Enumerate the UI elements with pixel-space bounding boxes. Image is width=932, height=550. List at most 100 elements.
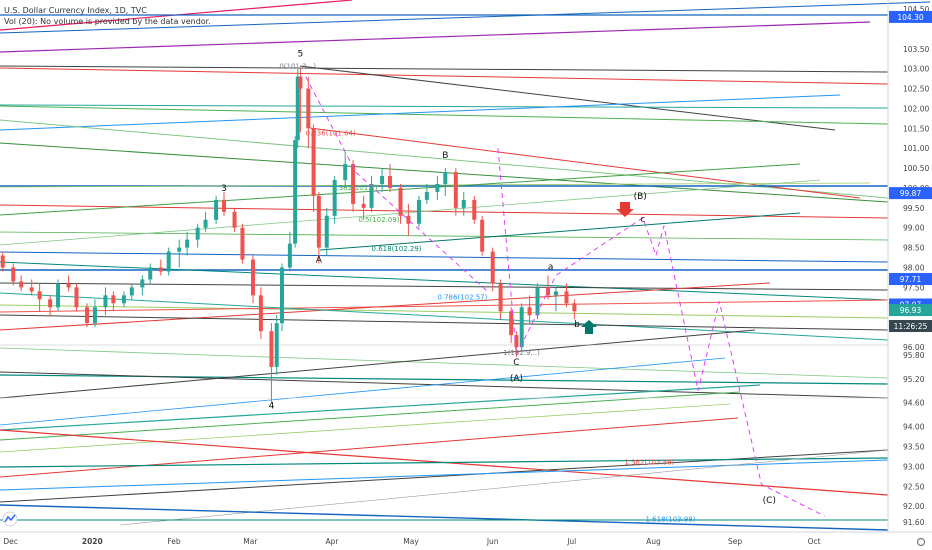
trendline-35 (0, 391, 741, 441)
trendline-6 (299, 65, 836, 131)
trendline-43 (0, 504, 889, 531)
price-tick-label: 102.00 (903, 104, 929, 113)
candle-body-22 (195, 227, 200, 240)
time-tick-label: Feb (167, 537, 181, 546)
candle-body-15 (129, 287, 134, 296)
time-tick-label: Apr (326, 537, 340, 546)
candle-body-56 (472, 199, 477, 220)
settings-icon[interactable] (916, 537, 926, 547)
candle-body-66 (553, 291, 558, 296)
price-tag-green (889, 304, 932, 317)
price-tick-label: 98.00 (903, 264, 925, 273)
price-tick-label: 99.00 (903, 224, 925, 233)
candle-body-17 (148, 267, 153, 280)
price-tick-label: 93.50 (903, 442, 925, 451)
candle-body-42 (343, 164, 348, 180)
candle-body-45 (369, 183, 374, 208)
candle-body-41 (332, 180, 337, 216)
trendline-4 (0, 67, 889, 85)
trendline-41 (0, 459, 889, 491)
time-tick-label: Jul (566, 537, 576, 546)
price-tick-label: 101.50 (903, 124, 929, 133)
candle-body-2 (11, 267, 16, 282)
candle-body-20 (177, 247, 182, 252)
candle-body-64 (535, 287, 540, 316)
candle-body-65 (546, 287, 551, 296)
candle-body-44 (361, 203, 366, 208)
candle-body-47 (387, 176, 392, 188)
price-tick-label: 94.60 (903, 399, 925, 408)
time-tick-label: Aug (646, 537, 661, 546)
fib-label: 0.786(102.57) (437, 293, 487, 301)
candlestick-series (0, 68, 577, 403)
candle-body-10 (85, 307, 90, 324)
time-tick-label: Oct (808, 537, 821, 546)
candle-body-59 (498, 283, 503, 312)
candle-body-55 (461, 199, 466, 208)
candle-body-26 (232, 211, 237, 228)
candle-body-27 (240, 227, 245, 260)
candle-body-24 (214, 199, 219, 220)
candle-body-11 (92, 307, 97, 324)
candle-body-9 (74, 287, 79, 308)
fib-label: 1.618(103.98) (646, 515, 696, 523)
candle-body-6 (48, 299, 53, 308)
price-tick-label: 92.00 (903, 502, 925, 511)
fib-label: 0.382(101.1) (332, 184, 378, 192)
price-tag-label: 104.30 (897, 13, 923, 22)
price-tick-label: 98.50 (903, 244, 925, 253)
candle-body-39 (316, 195, 321, 248)
candle-body-8 (66, 283, 71, 288)
candle-body-63 (527, 307, 532, 316)
trendline-7 (0, 104, 889, 109)
time-axis[interactable]: Dec 2020 Feb Mar Apr May Jun Jul Aug Sep Oct (3, 537, 820, 546)
trendline-14 (0, 182, 871, 188)
price-tag-blue (889, 10, 932, 23)
candle-body-4 (29, 287, 34, 292)
candle-body-31 (274, 323, 279, 367)
candle-body-58 (490, 251, 495, 284)
trendline-29 (0, 347, 889, 379)
candle-body-23 (203, 219, 208, 228)
wave-label: 4 (269, 402, 275, 412)
trendline-24 (0, 304, 889, 319)
candle-body-12 (103, 295, 108, 308)
candle-body-60 (509, 311, 514, 336)
trendline-36 (0, 403, 731, 453)
price-tick-label: 94.00 (903, 423, 925, 432)
price-tag-dark (889, 320, 932, 332)
trendline-27 (0, 292, 889, 341)
price-tick-label: 91.60 (903, 518, 925, 527)
candle-body-35 (295, 76, 300, 141)
price-tag-blue (889, 187, 932, 200)
price-tag-label: 11:26:25 (894, 322, 928, 331)
candle-body-21 (185, 239, 190, 248)
projection-path-main (497, 148, 825, 517)
drawn-trendlines (0, 0, 931, 531)
fib-label: 1.382(103.58) (624, 458, 674, 466)
candle-body-7 (56, 283, 61, 308)
trendline-23 (0, 282, 889, 291)
wave-projection-paths (305, 76, 825, 517)
trendline-31 (0, 329, 756, 399)
tradingview-logo-icon[interactable] (2, 511, 18, 527)
price-tag-label: 96.93 (900, 306, 922, 315)
fib-label: 0.236(101.64) (306, 129, 356, 137)
trendline-28 (0, 314, 889, 331)
candle-body-36 (298, 76, 303, 89)
time-tick-label: 2020 (82, 537, 103, 546)
candle-body-33 (287, 243, 292, 268)
trendline-34 (0, 384, 761, 431)
price-tick-label: 102.50 (903, 85, 929, 94)
price-tick-label: 95.20 (903, 375, 925, 384)
wave-label: c (640, 215, 645, 225)
candle-body-51 (424, 191, 429, 200)
candle-body-3 (19, 281, 24, 288)
wave-label: 3 (221, 184, 227, 194)
candle-body-38 (311, 128, 316, 196)
candle-body-50 (416, 199, 421, 224)
candle-body-19 (166, 251, 171, 272)
trendline-39 (0, 449, 889, 503)
